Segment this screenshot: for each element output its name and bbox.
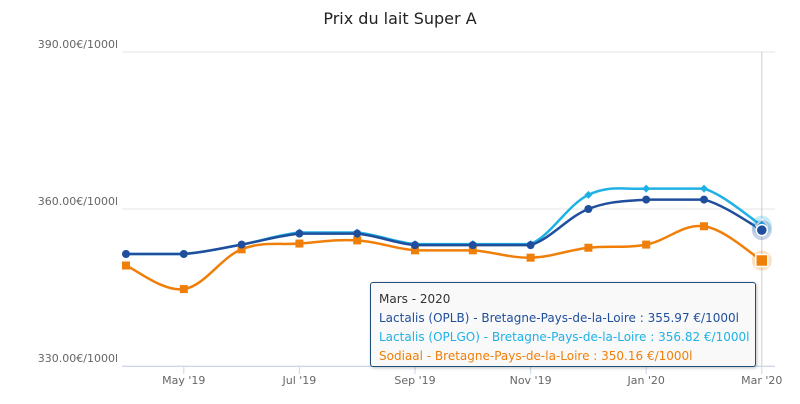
data-point-s1-10 — [700, 184, 708, 193]
markers-group[interactable] — [122, 184, 772, 294]
y-tick-label: 360.00€/1000l — [38, 195, 118, 208]
data-point-s2-4 — [353, 236, 362, 245]
data-point-s0-0 — [122, 250, 130, 259]
series-line-2 — [125, 224, 763, 291]
x-tick-label: Mar '20 — [741, 374, 782, 387]
tooltip-line-lactalis-oplb: Lactalis (OPLB) - Bretagne-Pays-de-la-Lo… — [379, 311, 739, 325]
tooltip: Mars - 2020 Lactalis (OPLB) - Bretagne-P… — [370, 282, 756, 367]
y-axis: 330.00€/1000l 360.00€/1000l 390.00€/1000l — [38, 38, 118, 365]
data-point-s1-9 — [642, 184, 651, 193]
x-tick-label: Sep '19 — [394, 374, 435, 387]
x-tick-label: Jul '19 — [282, 374, 317, 387]
y-tick-label: 330.00€/1000l — [38, 352, 118, 365]
data-point-s2-11 — [755, 253, 769, 268]
tooltip-title: Mars - 2020 — [379, 292, 451, 306]
tooltip-line-lactalis-oplgo: Lactalis (OPLGO) - Bretagne-Pays-de-la-L… — [379, 330, 750, 344]
data-point-s2-8 — [584, 243, 593, 252]
x-tick-label: Nov '19 — [510, 374, 552, 387]
data-point-s0-9 — [642, 195, 651, 204]
x-tick-label: Jan '20 — [626, 374, 664, 387]
data-point-s2-5 — [411, 246, 419, 255]
data-point-s0-5 — [411, 241, 419, 250]
x-tick-label: May '19 — [162, 374, 205, 387]
data-point-s0-8 — [584, 205, 593, 213]
data-point-s0-10 — [700, 195, 708, 204]
data-point-s2-10 — [700, 222, 708, 231]
data-point-s0-2 — [237, 240, 246, 249]
y-tick-label: 390.00€/1000l — [38, 38, 118, 51]
series-group — [125, 187, 763, 291]
data-point-s1-8 — [584, 190, 593, 199]
data-point-s0-3 — [295, 229, 304, 238]
data-point-s0-6 — [468, 241, 477, 250]
data-point-s2-2 — [237, 245, 246, 254]
data-point-s2-6 — [468, 246, 477, 255]
data-point-s2-1 — [179, 285, 188, 294]
data-point-s2-0 — [122, 261, 130, 270]
x-axis: May '19 Jul '19 Sep '19 Nov '19 Jan '20 Mar '… — [122, 366, 782, 387]
data-point-s0-4 — [353, 229, 362, 238]
data-point-s2-3 — [295, 239, 304, 248]
data-point-s2-7 — [526, 253, 535, 262]
chart-title: Prix du lait Super A — [323, 9, 476, 28]
data-point-s0-11 — [755, 223, 769, 237]
tooltip-line-sodiaal: Sodiaal - Bretagne-Pays-de-la-Loire : 35… — [379, 349, 693, 363]
data-point-s0-1 — [179, 250, 188, 259]
data-point-s0-7 — [526, 241, 535, 250]
data-point-s2-9 — [642, 240, 651, 249]
series-line-0 — [126, 198, 763, 256]
